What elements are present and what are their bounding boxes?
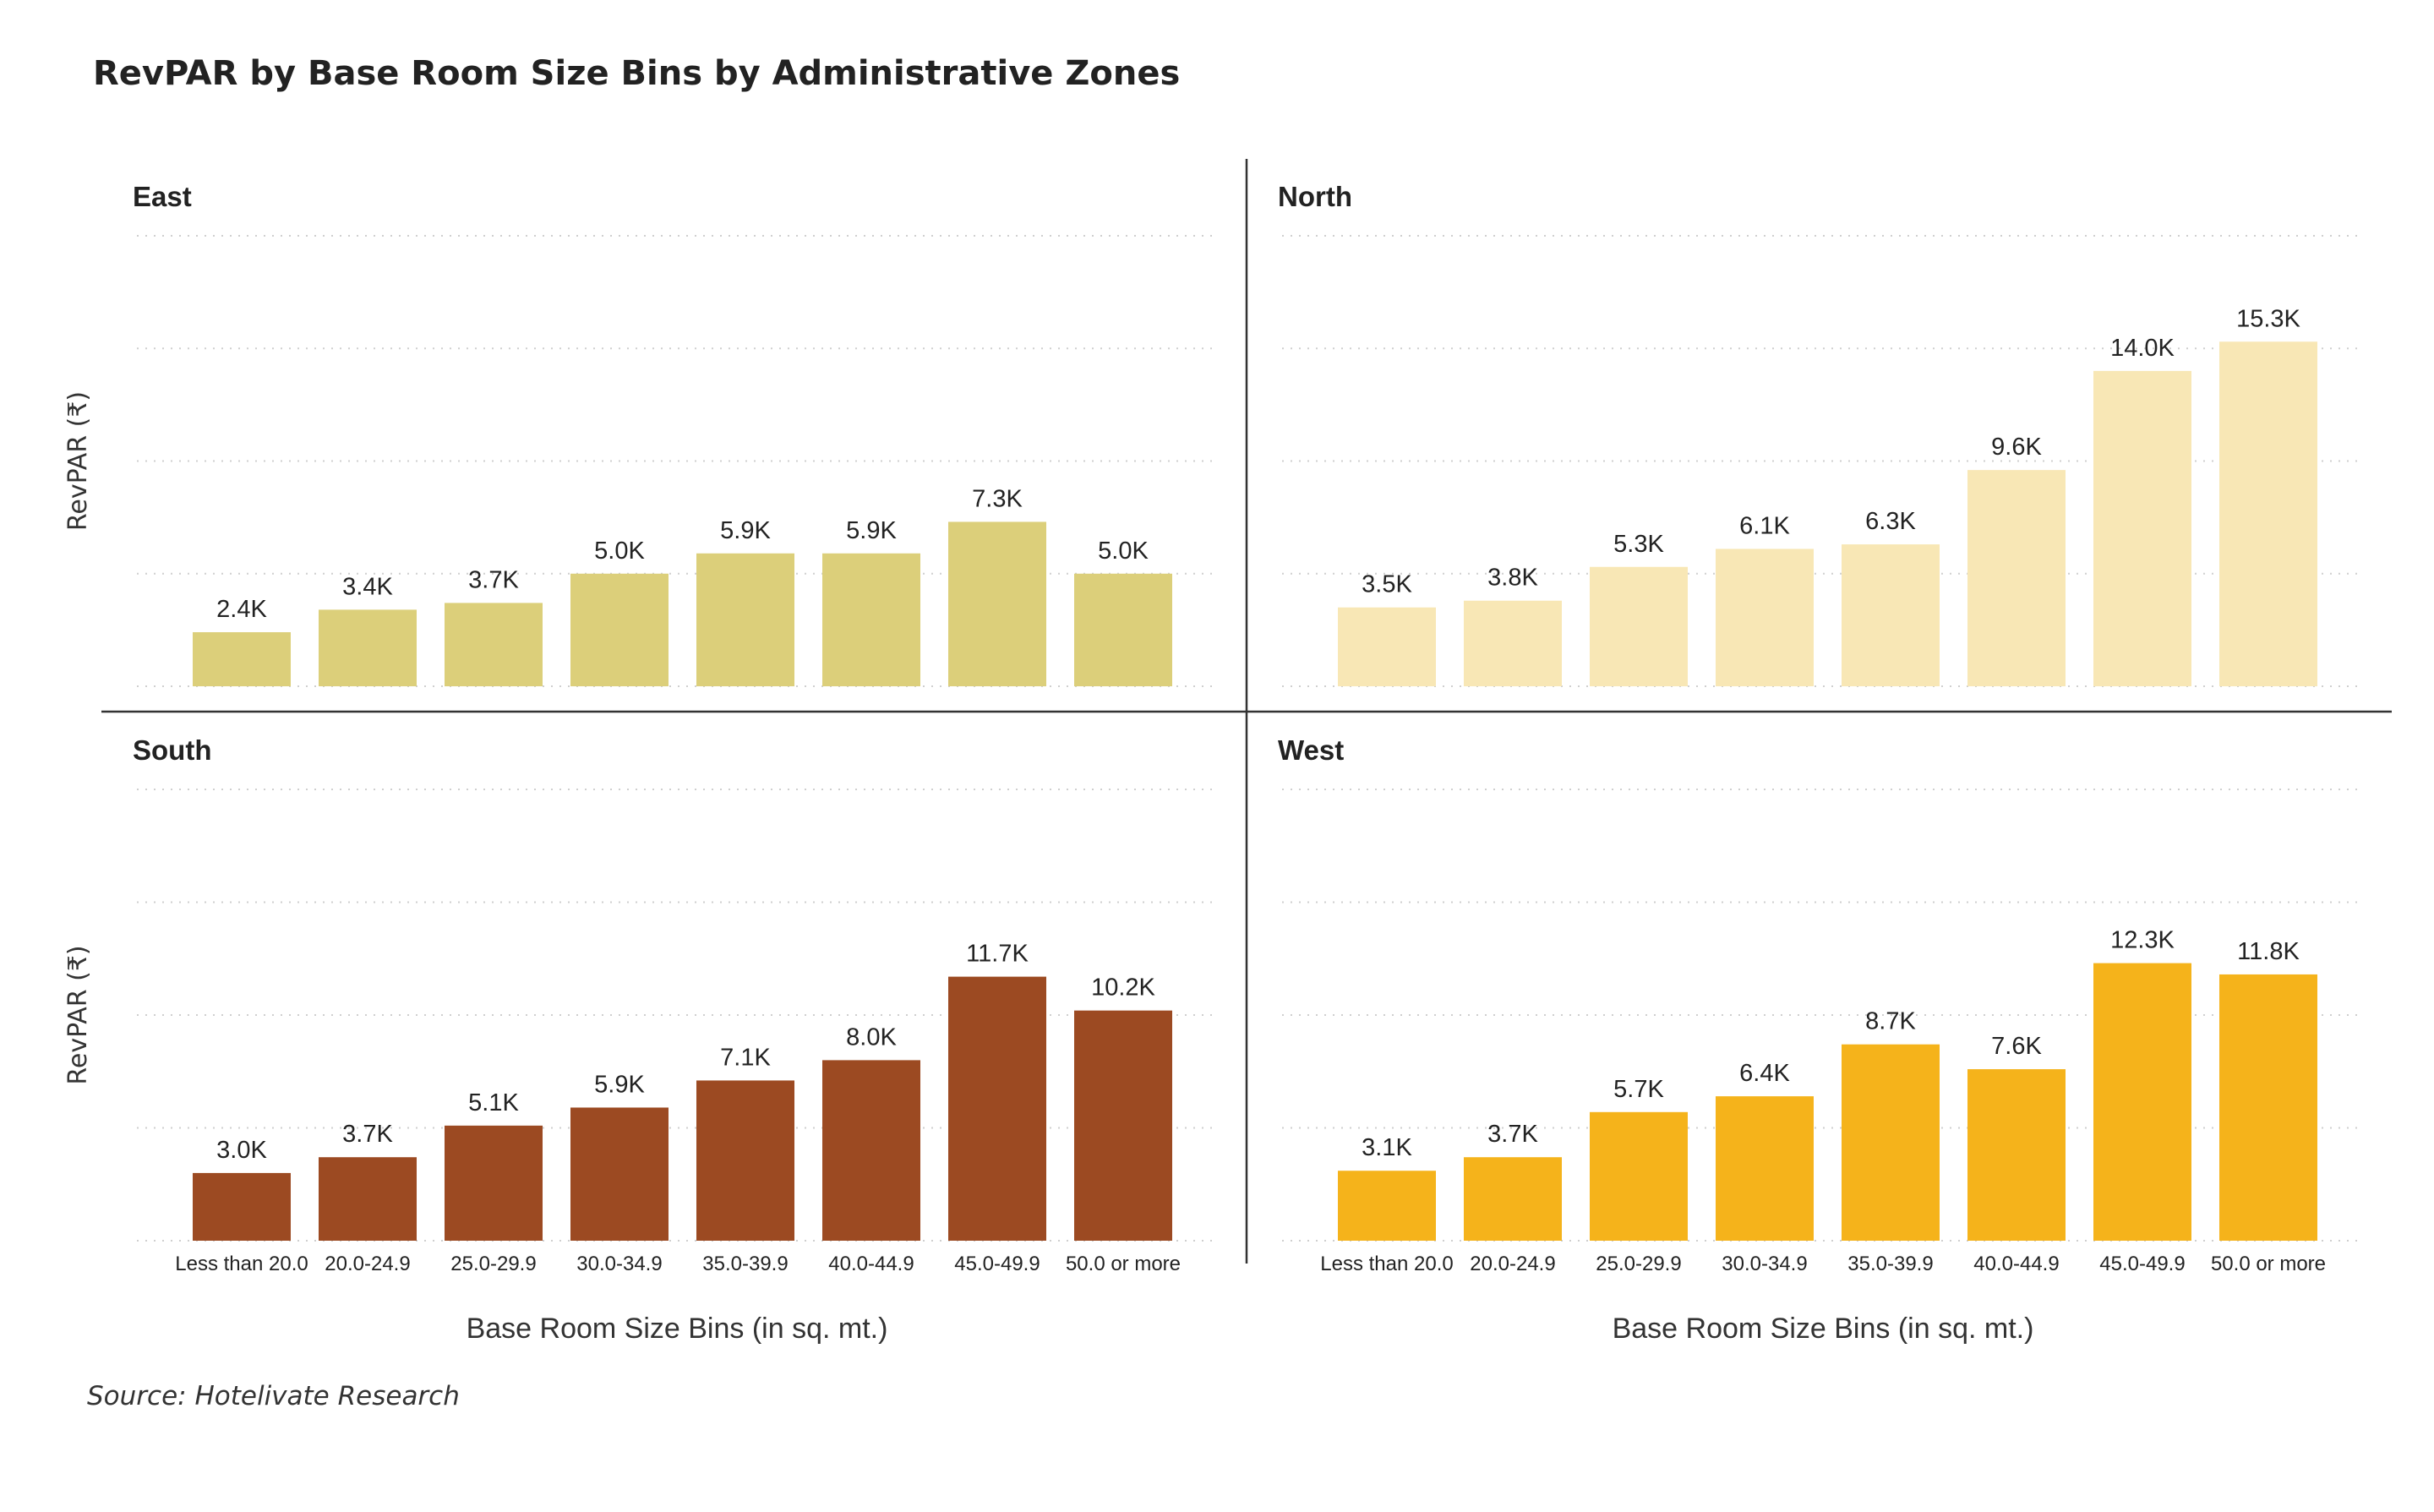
bar xyxy=(445,603,543,686)
data-label: 8.0K xyxy=(846,1023,897,1051)
panel-west: West 3.1K Less than 20.0 3.7K 20.0-24.9 5.7K 2… xyxy=(1278,734,2364,1345)
data-label: 5.0K xyxy=(1098,538,1149,565)
x-tick-label: 35.0-39.9 xyxy=(702,1253,788,1275)
x-axis-label: Base Room Size Bins (in sq. mt.) xyxy=(467,1313,888,1345)
data-label: 14.0K xyxy=(2110,335,2175,362)
x-tick-label: 30.0-34.9 xyxy=(1722,1253,1807,1275)
data-label: 3.7K xyxy=(342,1121,393,1148)
y-axis-label: RevPAR (₹) xyxy=(63,391,93,531)
bar xyxy=(2093,370,2191,686)
data-label: 7.6K xyxy=(1991,1033,2042,1060)
chart-title: RevPAR by Base Room Size Bins by Adminis… xyxy=(93,54,1180,93)
bar xyxy=(1716,549,1814,686)
bar xyxy=(570,1107,669,1241)
data-label: 5.3K xyxy=(1613,531,1664,558)
bar xyxy=(445,1125,543,1241)
data-label: 3.5K xyxy=(1362,571,1412,598)
data-label: 5.9K xyxy=(720,517,771,544)
data-label: 3.4K xyxy=(342,573,393,600)
x-tick-label: 25.0-29.9 xyxy=(450,1253,536,1275)
x-tick-label: 45.0-49.9 xyxy=(2099,1253,2185,1275)
x-tick-label: 40.0-44.9 xyxy=(1973,1253,2059,1275)
panel-east: East RevPAR (₹) 2.4K 3.4K 3.7K 5.0K 5.9K 5.9K 7.… xyxy=(63,181,1217,687)
x-tick-label: 30.0-34.9 xyxy=(576,1253,662,1275)
x-tick-label: 50.0 or more xyxy=(2211,1253,2326,1275)
panel-title: West xyxy=(1278,734,1344,766)
bar xyxy=(1842,1044,1940,1241)
bar xyxy=(1464,1157,1562,1241)
bar xyxy=(319,1157,417,1241)
x-tick-label: 45.0-49.9 xyxy=(954,1253,1040,1275)
panel-title: South xyxy=(133,734,211,766)
data-label: 2.4K xyxy=(216,596,267,623)
panel-north: North 3.5K 3.8K 5.3K 6.1K 6.3K 9.6K 14.0K 15.3K xyxy=(1278,181,2364,687)
bar xyxy=(1464,600,1562,686)
bar xyxy=(948,976,1046,1241)
data-label: 7.1K xyxy=(720,1044,771,1071)
bar xyxy=(570,573,669,686)
bar xyxy=(948,521,1046,686)
x-tick-label: 20.0-24.9 xyxy=(325,1253,410,1275)
bar xyxy=(1716,1096,1814,1241)
bar xyxy=(1338,607,1436,686)
data-label: 5.9K xyxy=(594,1071,645,1098)
data-label: 5.1K xyxy=(468,1089,519,1116)
data-label: 8.7K xyxy=(1865,1008,1916,1035)
bar xyxy=(1842,544,1940,686)
bar xyxy=(1338,1171,1436,1241)
bar xyxy=(2219,974,2317,1241)
bar xyxy=(1967,1069,2066,1241)
data-label: 6.3K xyxy=(1865,508,1916,535)
x-axis-label: Base Room Size Bins (in sq. mt.) xyxy=(1613,1313,2034,1345)
x-tick-label: 20.0-24.9 xyxy=(1470,1253,1555,1275)
data-label: 11.8K xyxy=(2237,938,2300,965)
bar xyxy=(2219,341,2317,686)
bar xyxy=(193,1172,291,1241)
bar xyxy=(1074,573,1172,686)
data-label: 5.0K xyxy=(594,538,645,565)
data-label: 15.3K xyxy=(2236,305,2300,332)
y-axis-label: RevPAR (₹) xyxy=(63,945,93,1084)
data-label: 3.1K xyxy=(1362,1134,1412,1161)
x-tick-label: 40.0-44.9 xyxy=(828,1253,914,1275)
bar xyxy=(696,553,794,686)
bar xyxy=(822,553,920,686)
data-label: 7.3K xyxy=(972,485,1023,512)
data-label: 6.4K xyxy=(1739,1060,1790,1087)
x-tick-label: 50.0 or more xyxy=(1066,1253,1181,1275)
bar xyxy=(822,1060,920,1241)
data-label: 3.7K xyxy=(1487,1121,1538,1148)
panel-title: East xyxy=(133,181,192,212)
bar xyxy=(1967,470,2066,686)
data-label: 6.1K xyxy=(1739,512,1790,539)
data-label: 5.7K xyxy=(1613,1076,1664,1103)
data-label: 3.7K xyxy=(468,566,519,593)
x-tick-label: Less than 20.0 xyxy=(175,1253,308,1275)
source-note: Source: Hotelivate Research xyxy=(87,1381,460,1411)
data-label: 11.7K xyxy=(966,941,1029,968)
data-label: 12.3K xyxy=(2110,927,2175,954)
bar xyxy=(1074,1010,1172,1241)
bar xyxy=(319,609,417,686)
bar xyxy=(193,632,291,686)
x-tick-label: Less than 20.0 xyxy=(1320,1253,1453,1275)
panel-south: South RevPAR (₹) 3.0K Less than 20.0 3.7K 20.… xyxy=(63,734,1217,1345)
bar xyxy=(1590,1111,1688,1241)
data-label: 3.0K xyxy=(216,1137,267,1164)
panel-title: North xyxy=(1278,181,1352,212)
data-label: 10.2K xyxy=(1091,974,1155,1002)
x-tick-label: 35.0-39.9 xyxy=(1847,1253,1933,1275)
bar xyxy=(696,1080,794,1241)
data-label: 5.9K xyxy=(846,517,897,544)
data-label: 9.6K xyxy=(1991,434,2042,461)
x-tick-label: 25.0-29.9 xyxy=(1596,1253,1681,1275)
data-label: 3.8K xyxy=(1487,565,1538,592)
bar xyxy=(1590,566,1688,686)
bar xyxy=(2093,963,2191,1241)
